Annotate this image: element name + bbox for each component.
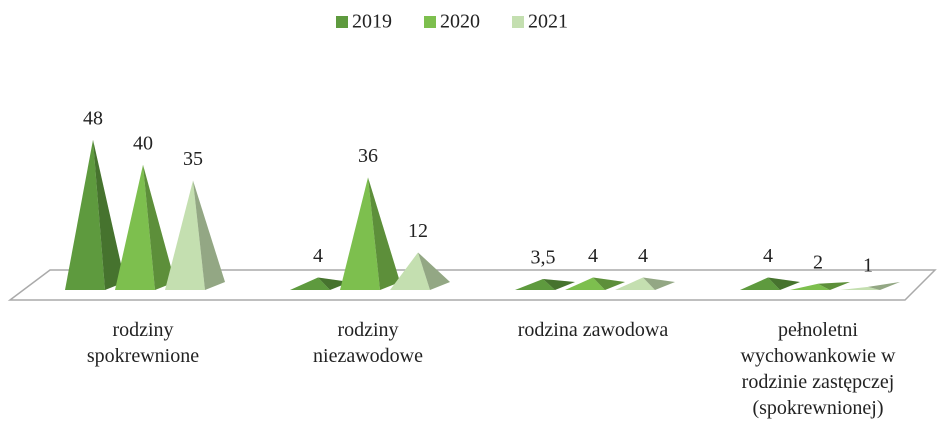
pyramid-shade bbox=[868, 282, 900, 290]
legend-label: 2019 bbox=[352, 11, 392, 33]
data-label: 35 bbox=[183, 148, 203, 170]
pyramid-front bbox=[390, 252, 430, 290]
data-label: 36 bbox=[358, 145, 378, 167]
pyramid bbox=[65, 139, 125, 290]
x-tick-label: pełnoletni wychowankowie w rodzinie zast… bbox=[740, 319, 896, 419]
pyramid-shade bbox=[593, 277, 625, 290]
legend-label: 2020 bbox=[440, 11, 480, 33]
data-label: 4 bbox=[588, 245, 598, 267]
x-tick-label: rodzina zawodowa bbox=[517, 319, 669, 341]
data-label: 48 bbox=[83, 107, 103, 129]
pyramid-side bbox=[868, 282, 900, 290]
pyramid bbox=[790, 282, 850, 290]
pyramid bbox=[515, 279, 575, 290]
pyramid-shade bbox=[418, 252, 450, 290]
data-label: 3,5 bbox=[531, 247, 556, 269]
pyramid-shade bbox=[818, 282, 850, 290]
data-label: 1 bbox=[863, 254, 873, 276]
pyramid-front bbox=[615, 277, 655, 290]
pyramid-side bbox=[418, 252, 450, 290]
x-tick-label: rodziny spokrewnione bbox=[86, 319, 200, 367]
legend-label: 2021 bbox=[528, 11, 568, 33]
pyramid-front bbox=[165, 180, 205, 290]
legend-swatch bbox=[336, 16, 348, 28]
pyramid-front bbox=[290, 277, 330, 290]
legend-swatch bbox=[424, 16, 436, 28]
pyramid-shade bbox=[193, 180, 225, 290]
pyramid bbox=[340, 177, 400, 290]
pyramid bbox=[165, 180, 225, 290]
pyramid-side bbox=[768, 277, 800, 290]
pyramid-side bbox=[93, 139, 125, 290]
pyramid bbox=[565, 277, 625, 290]
pyramid-front bbox=[515, 279, 555, 290]
pyramid bbox=[115, 164, 175, 290]
pyramid-shade bbox=[368, 177, 400, 290]
pyramid-side bbox=[593, 277, 625, 290]
data-label: 4 bbox=[638, 245, 648, 267]
x-tick-label: rodziny niezawodowe bbox=[313, 319, 423, 367]
pyramid-front bbox=[65, 139, 105, 290]
pyramid-shade bbox=[93, 139, 125, 290]
pyramid-front bbox=[115, 164, 155, 290]
pyramid-side bbox=[143, 164, 175, 290]
floor bbox=[7, 269, 937, 301]
pyramid-front bbox=[340, 177, 380, 290]
pyramid-side bbox=[368, 177, 400, 290]
pyramid-front bbox=[790, 283, 830, 290]
data-label: 4 bbox=[313, 245, 323, 267]
pyramid-shade bbox=[318, 277, 350, 290]
pyramid-front bbox=[840, 286, 880, 290]
data-label: 2 bbox=[813, 251, 823, 273]
pyramid-shade bbox=[143, 164, 175, 290]
pyramid-side bbox=[543, 279, 575, 290]
data-label: 12 bbox=[408, 220, 428, 242]
pyramid-shade bbox=[768, 277, 800, 290]
pyramid bbox=[615, 277, 675, 290]
pyramid-front bbox=[565, 277, 605, 290]
pyramid-shade bbox=[543, 279, 575, 290]
pyramid-side bbox=[643, 277, 675, 290]
data-label: 40 bbox=[133, 132, 153, 154]
data-label: 4 bbox=[763, 245, 773, 267]
pyramid-side bbox=[318, 277, 350, 290]
pyramid bbox=[290, 277, 350, 290]
pyramid-shade bbox=[643, 277, 675, 290]
pyramid-side bbox=[193, 180, 225, 290]
pyramid-side bbox=[818, 282, 850, 290]
pyramid bbox=[840, 282, 900, 290]
pyramid-front bbox=[740, 277, 780, 290]
pyramid bbox=[390, 252, 450, 290]
pyramid bbox=[740, 277, 800, 290]
legend-swatch bbox=[512, 16, 524, 28]
